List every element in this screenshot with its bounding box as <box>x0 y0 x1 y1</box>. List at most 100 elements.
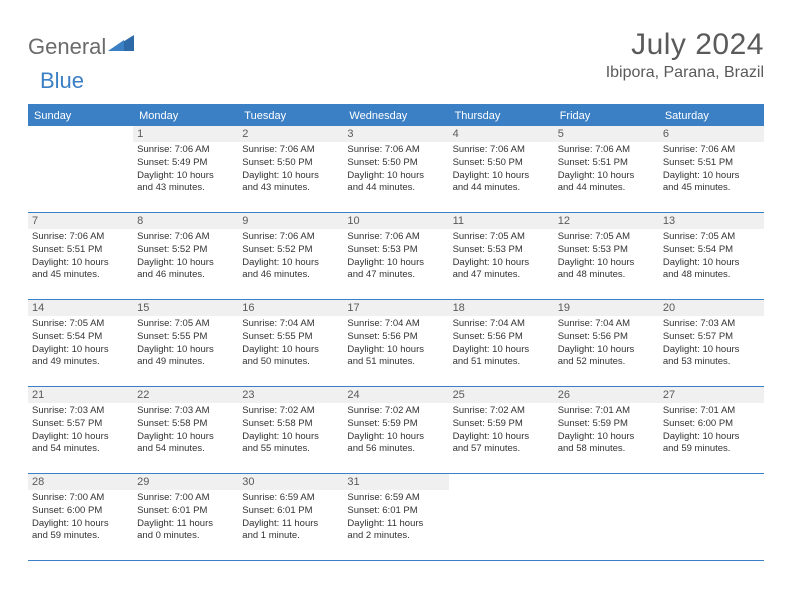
day-line-d1: Daylight: 10 hours <box>558 170 655 183</box>
day-cell: 27Sunrise: 7:01 AMSunset: 6:00 PMDayligh… <box>659 387 764 473</box>
day-line-sr: Sunrise: 7:06 AM <box>137 231 234 244</box>
day-line-sr: Sunrise: 7:06 AM <box>137 144 234 157</box>
day-line-d2: and 46 minutes. <box>137 269 234 282</box>
day-cell: 30Sunrise: 6:59 AMSunset: 6:01 PMDayligh… <box>238 474 343 560</box>
day-number: 5 <box>554 126 659 142</box>
day-details: Sunrise: 7:02 AMSunset: 5:58 PMDaylight:… <box>242 405 339 456</box>
day-number: 24 <box>343 387 448 403</box>
day-line-d1: Daylight: 10 hours <box>137 344 234 357</box>
day-number: 19 <box>554 300 659 316</box>
day-line-d1: Daylight: 10 hours <box>32 257 129 270</box>
day-line-d1: Daylight: 10 hours <box>137 431 234 444</box>
day-line-d2: and 49 minutes. <box>32 356 129 369</box>
day-details: Sunrise: 7:06 AMSunset: 5:50 PMDaylight:… <box>242 144 339 195</box>
day-line-sr: Sunrise: 7:01 AM <box>558 405 655 418</box>
day-line-sr: Sunrise: 7:02 AM <box>453 405 550 418</box>
day-details: Sunrise: 7:06 AMSunset: 5:51 PMDaylight:… <box>32 231 129 282</box>
day-cell: 7 Sunrise: 7:06 AMSunset: 5:51 PMDaylight… <box>28 213 133 299</box>
week-row: 21Sunrise: 7:03 AMSunset: 5:57 PMDayligh… <box>28 387 764 474</box>
day-cell <box>659 474 764 560</box>
day-line-d2: and 47 minutes. <box>347 269 444 282</box>
day-line-d1: Daylight: 10 hours <box>137 257 234 270</box>
day-line-ss: Sunset: 6:01 PM <box>242 505 339 518</box>
day-number: 4 <box>449 126 554 142</box>
day-line-sr: Sunrise: 7:05 AM <box>137 318 234 331</box>
day-cell <box>28 126 133 212</box>
day-details: Sunrise: 7:04 AMSunset: 5:55 PMDaylight:… <box>242 318 339 369</box>
day-line-d2: and 44 minutes. <box>453 182 550 195</box>
day-line-sr: Sunrise: 7:02 AM <box>242 405 339 418</box>
logo-text-1: General <box>28 34 106 60</box>
day-line-d1: Daylight: 10 hours <box>242 257 339 270</box>
day-line-ss: Sunset: 5:55 PM <box>242 331 339 344</box>
day-number: 29 <box>133 474 238 490</box>
day-line-d1: Daylight: 10 hours <box>558 431 655 444</box>
day-line-d2: and 56 minutes. <box>347 443 444 456</box>
day-cell: 4Sunrise: 7:06 AMSunset: 5:50 PMDaylight… <box>449 126 554 212</box>
day-line-d1: Daylight: 10 hours <box>347 344 444 357</box>
day-line-d2: and 51 minutes. <box>453 356 550 369</box>
day-line-sr: Sunrise: 7:05 AM <box>32 318 129 331</box>
day-line-d1: Daylight: 10 hours <box>137 170 234 183</box>
day-line-ss: Sunset: 5:58 PM <box>242 418 339 431</box>
day-line-d2: and 2 minutes. <box>347 530 444 543</box>
day-details: Sunrise: 7:05 AMSunset: 5:54 PMDaylight:… <box>32 318 129 369</box>
day-cell: 2 Sunrise: 7:06 AMSunset: 5:50 PMDaylight… <box>238 126 343 212</box>
day-line-d2: and 47 minutes. <box>453 269 550 282</box>
day-line-sr: Sunrise: 7:04 AM <box>453 318 550 331</box>
day-line-d1: Daylight: 10 hours <box>32 431 129 444</box>
day-details: Sunrise: 7:05 AMSunset: 5:53 PMDaylight:… <box>453 231 550 282</box>
day-line-ss: Sunset: 5:50 PM <box>347 157 444 170</box>
day-line-sr: Sunrise: 7:06 AM <box>558 144 655 157</box>
day-number: 27 <box>659 387 764 403</box>
day-cell <box>449 474 554 560</box>
day-line-ss: Sunset: 5:52 PM <box>137 244 234 257</box>
day-line-d2: and 57 minutes. <box>453 443 550 456</box>
day-number: 28 <box>28 474 133 490</box>
day-line-ss: Sunset: 6:00 PM <box>663 418 760 431</box>
day-line-sr: Sunrise: 7:03 AM <box>663 318 760 331</box>
day-line-ss: Sunset: 5:51 PM <box>558 157 655 170</box>
day-cell: 29Sunrise: 7:00 AMSunset: 6:01 PMDayligh… <box>133 474 238 560</box>
day-details: Sunrise: 7:03 AMSunset: 5:57 PMDaylight:… <box>663 318 760 369</box>
day-line-d1: Daylight: 10 hours <box>32 344 129 357</box>
day-line-d1: Daylight: 10 hours <box>242 431 339 444</box>
day-number: 14 <box>28 300 133 316</box>
day-line-ss: Sunset: 5:53 PM <box>347 244 444 257</box>
day-cell: 6Sunrise: 7:06 AMSunset: 5:51 PMDaylight… <box>659 126 764 212</box>
day-number: 7 <box>28 213 133 229</box>
day-cell: 9Sunrise: 7:06 AMSunset: 5:52 PMDaylight… <box>238 213 343 299</box>
day-line-sr: Sunrise: 7:03 AM <box>32 405 129 418</box>
day-line-d2: and 44 minutes. <box>558 182 655 195</box>
day-line-d1: Daylight: 11 hours <box>137 518 234 531</box>
day-line-ss: Sunset: 5:50 PM <box>242 157 339 170</box>
day-number: 15 <box>133 300 238 316</box>
day-cell: 17Sunrise: 7:04 AMSunset: 5:56 PMDayligh… <box>343 300 448 386</box>
day-line-d1: Daylight: 11 hours <box>347 518 444 531</box>
day-details: Sunrise: 6:59 AMSunset: 6:01 PMDaylight:… <box>347 492 444 543</box>
day-details: Sunrise: 7:06 AMSunset: 5:52 PMDaylight:… <box>242 231 339 282</box>
logo-triangle-icon <box>108 33 134 56</box>
day-line-ss: Sunset: 5:55 PM <box>137 331 234 344</box>
day-line-d1: Daylight: 10 hours <box>32 518 129 531</box>
day-line-d2: and 53 minutes. <box>663 356 760 369</box>
day-details: Sunrise: 7:05 AMSunset: 5:54 PMDaylight:… <box>663 231 760 282</box>
day-line-d1: Daylight: 10 hours <box>347 170 444 183</box>
day-number: 2 <box>238 126 343 142</box>
day-line-sr: Sunrise: 7:00 AM <box>32 492 129 505</box>
day-line-d1: Daylight: 10 hours <box>663 431 760 444</box>
day-number: 31 <box>343 474 448 490</box>
day-line-d1: Daylight: 10 hours <box>663 257 760 270</box>
day-line-ss: Sunset: 5:52 PM <box>242 244 339 257</box>
day-line-ss: Sunset: 5:57 PM <box>32 418 129 431</box>
day-line-d1: Daylight: 10 hours <box>242 344 339 357</box>
day-line-d1: Daylight: 10 hours <box>663 170 760 183</box>
month-title: July 2024 <box>606 28 764 62</box>
day-cell: 26Sunrise: 7:01 AMSunset: 5:59 PMDayligh… <box>554 387 659 473</box>
weekday-saturday: Saturday <box>659 106 764 126</box>
day-details: Sunrise: 6:59 AMSunset: 6:01 PMDaylight:… <box>242 492 339 543</box>
day-details: Sunrise: 7:06 AMSunset: 5:53 PMDaylight:… <box>347 231 444 282</box>
day-line-sr: Sunrise: 7:02 AM <box>347 405 444 418</box>
day-line-d2: and 54 minutes. <box>32 443 129 456</box>
day-cell: 13Sunrise: 7:05 AMSunset: 5:54 PMDayligh… <box>659 213 764 299</box>
